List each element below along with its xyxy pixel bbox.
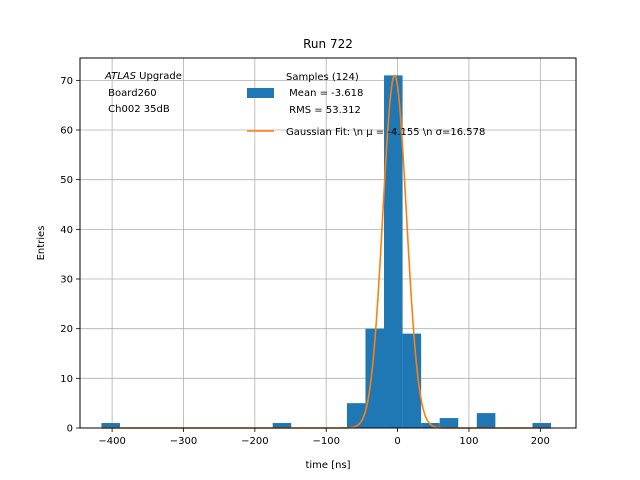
y-ticks: 0 10 20 30 40 50 60 70	[60, 76, 80, 435]
atlas-annotation-line-3: Ch002 35dB	[105, 104, 170, 115]
histogram-bar	[272, 423, 292, 428]
x-axis-label: time [ns]	[305, 460, 350, 471]
x-tick-label: −400	[98, 436, 125, 447]
x-ticks: −400 −300 −200 −100 0 100 200	[98, 428, 550, 447]
histogram-bar	[421, 423, 440, 428]
y-tick-label: 70	[60, 76, 73, 87]
histogram-bar	[384, 75, 403, 428]
chart-title: Run 722	[303, 37, 353, 51]
y-tick-label: 50	[60, 175, 73, 186]
histogram-bar	[476, 413, 496, 428]
atlas-annotation-line-1: ATLAS Upgrade	[104, 71, 182, 82]
legend-samples-rms: RMS = 53.312	[286, 105, 361, 116]
y-tick-label: 40	[60, 225, 73, 236]
legend-samples-label: Samples (124)	[286, 72, 359, 83]
x-tick-label: 100	[459, 436, 478, 447]
histogram-bar	[532, 423, 552, 428]
y-tick-label: 20	[60, 324, 73, 335]
plot-frame	[79, 57, 577, 429]
y-tick-label: 60	[60, 126, 73, 137]
legend-samples-mean: Mean = -3.618	[286, 88, 363, 99]
y-tick-label: 30	[60, 275, 73, 286]
histogram-bar	[365, 328, 385, 428]
x-tick-label: −100	[312, 436, 339, 447]
y-tick-label: 10	[60, 374, 73, 385]
histogram-bar	[101, 423, 120, 428]
legend: Samples (124) Mean = -3.618 RMS = 53.312…	[247, 72, 485, 138]
x-tick-label: −300	[170, 436, 197, 447]
atlas-annotation-line-2: Board260	[105, 88, 157, 99]
histogram-bar	[439, 418, 459, 428]
y-tick-label: 0	[67, 424, 73, 435]
legend-samples-swatch	[247, 88, 274, 98]
atlas-italic-label: ATLAS	[104, 71, 137, 82]
histogram-bar	[346, 403, 366, 428]
x-tick-label: 200	[531, 436, 550, 447]
atlas-annotation: ATLAS Upgrade Board260 Ch002 35dB	[104, 71, 182, 115]
legend-fit-label: Gaussian Fit: \n μ = -4.155 \n σ=16.578	[286, 127, 485, 138]
x-tick-label: −200	[241, 436, 268, 447]
atlas-upgrade-label: Upgrade	[136, 71, 182, 82]
x-tick-label: 0	[394, 436, 400, 447]
y-axis-label: Entries	[36, 226, 47, 261]
